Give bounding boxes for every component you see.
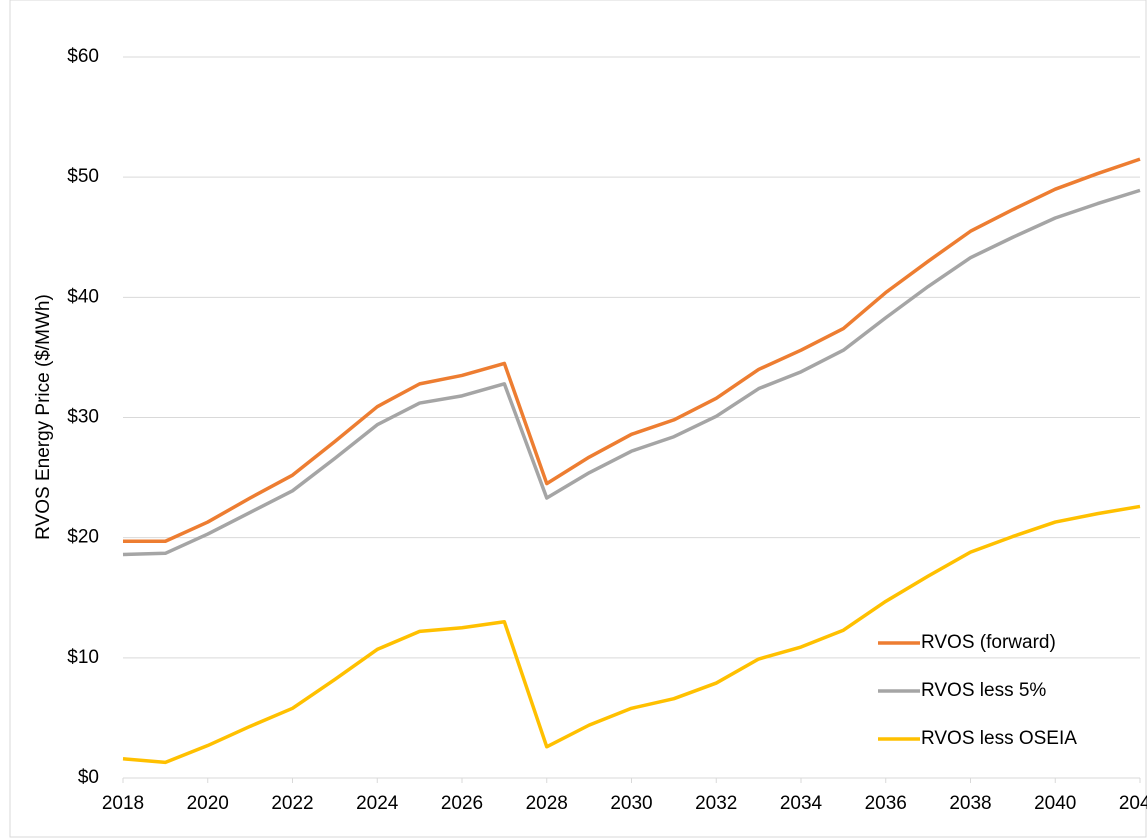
legend-label: RVOS less OSEIA [921, 728, 1077, 749]
line [122, 188, 1141, 557]
legend-label: RVOS less 5% [921, 680, 1046, 701]
x-tick-label: 2028 [526, 793, 568, 814]
y-tick-label: $20 [67, 527, 99, 548]
y-tick-label: $60 [67, 46, 99, 67]
x-tick-label: 2034 [780, 793, 823, 814]
y-axis-label: RVOS Energy Price ($/MWh) [33, 294, 54, 540]
line [123, 157, 1141, 544]
y-tick-label: $50 [67, 166, 99, 187]
x-tick-label: 2018 [102, 793, 144, 814]
y-tick-label: $0 [78, 767, 99, 788]
x-tick-label: 2022 [271, 793, 313, 814]
legend-label: RVOS (forward) [921, 632, 1056, 653]
x-tick-label: 2036 [865, 793, 907, 814]
x-tick-label: 2026 [441, 793, 483, 814]
y-tick-label: $40 [67, 286, 99, 307]
line [122, 504, 1141, 765]
y-tick-label: $10 [67, 647, 99, 668]
x-tick-label: 2020 [187, 793, 229, 814]
x-tick-label: 2024 [356, 793, 399, 814]
chart-border [9, 0, 1147, 838]
y-tick-label: $30 [67, 407, 99, 428]
x-tick-label: 2030 [610, 793, 652, 814]
x-tick-label: 2038 [949, 793, 991, 814]
x-tick-label: 2032 [695, 793, 737, 814]
x-tick-label: 2040 [1034, 793, 1076, 814]
x-tick-label: 2042 [1119, 793, 1147, 814]
